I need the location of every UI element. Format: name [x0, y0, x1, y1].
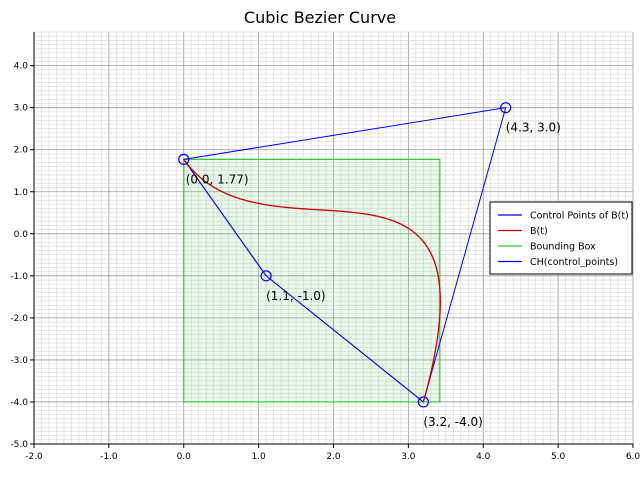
bezier-curve	[183, 158, 441, 403]
legend: Control Points of B(t) B(t) Bounding Box CH…	[489, 201, 633, 275]
control-point-marker	[178, 153, 190, 165]
y-tick-label: -1.0	[10, 272, 28, 282]
x-tick-label: 2.0	[326, 452, 341, 462]
control-polygon	[183, 159, 424, 403]
control-point-marker	[417, 396, 429, 408]
y-tick-label: 3.0	[14, 104, 29, 114]
legend-label: CH(control_points)	[530, 257, 618, 268]
y-tick-label: -5.0	[10, 440, 28, 450]
y-tick-label: 1.0	[14, 188, 29, 198]
x-tick-label: 0.0	[177, 452, 192, 462]
legend-label: Bounding Box	[530, 242, 596, 253]
control-point-marker	[260, 270, 272, 282]
control-point-label: (3.2, -4.0)	[423, 415, 483, 429]
control-point-label: (1.1, -1.0)	[266, 289, 326, 303]
control-point-label: (4.3, 3.0)	[506, 121, 561, 135]
x-tick-label: 1.0	[251, 452, 266, 462]
control-point-marker	[500, 102, 512, 114]
legend-label: B(t)	[530, 226, 548, 237]
x-tick-label: -1.0	[100, 452, 118, 462]
y-tick-label: 2.0	[14, 146, 29, 156]
y-tick-label: 0.0	[14, 230, 29, 240]
y-tick-label: -2.0	[10, 314, 28, 324]
y-tick-label: -3.0	[10, 356, 28, 366]
chart-title: Cubic Bezier Curve	[244, 8, 396, 27]
y-tick-label: -4.0	[10, 398, 28, 408]
x-tick-label: 5.0	[551, 452, 566, 462]
x-tick-label: 4.0	[476, 452, 491, 462]
control-point-label: (0.0, 1.77)	[186, 172, 249, 186]
x-tick-label: 6.0	[626, 452, 640, 462]
x-tick-label: 3.0	[401, 452, 416, 462]
legend-label: Control Points of B(t)	[530, 211, 629, 222]
x-tick-label: -2.0	[25, 452, 43, 462]
bounding-box	[183, 158, 441, 403]
y-tick-label: 4.0	[14, 62, 29, 72]
